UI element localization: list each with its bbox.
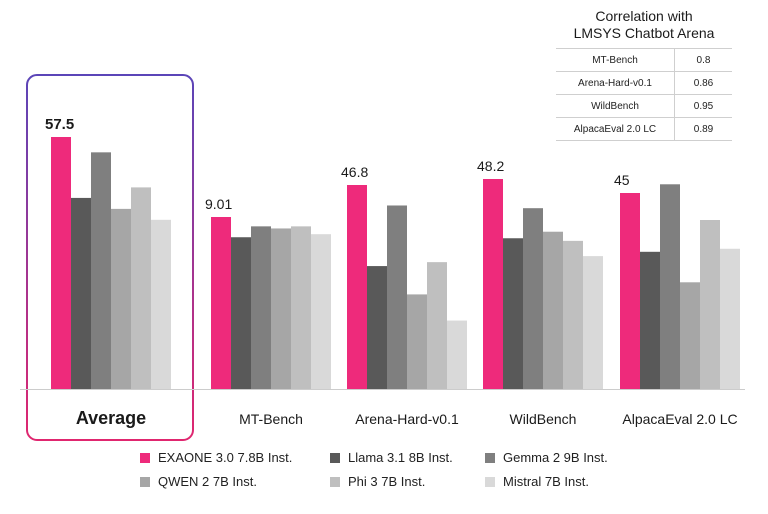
correlation-title-line2: LMSYS Chatbot Arena — [573, 25, 715, 41]
bar-1-3 — [91, 152, 111, 389]
correlation-value: 0.8 — [674, 48, 732, 72]
legend-label: QWEN 2 7B Inst. — [158, 474, 257, 489]
legend-label: Mistral 7B Inst. — [503, 474, 589, 489]
bar-4-4 — [543, 231, 563, 389]
legend-swatch — [485, 452, 495, 463]
x-tick-label: Arena-Hard-v0.1 — [355, 411, 459, 427]
bar-5-4 — [680, 282, 700, 389]
legend-item: Phi 3 7B Inst. — [330, 474, 425, 489]
bar-3-6 — [447, 320, 467, 389]
bar-2-3 — [251, 226, 271, 389]
bar-1-4 — [111, 208, 131, 389]
legend-swatch — [485, 476, 495, 487]
legend-label: Phi 3 7B Inst. — [348, 474, 426, 489]
correlation-value: 0.86 — [674, 71, 732, 95]
legend-swatch — [140, 476, 150, 487]
bar-1-5 — [131, 187, 151, 389]
correlation-title-line1: Correlation with — [595, 8, 693, 24]
bar-5-2 — [640, 251, 660, 389]
legend-swatch — [140, 452, 150, 463]
correlation-metric: AlpacaEval 2.0 LC — [556, 117, 675, 141]
bar-3-4 — [407, 294, 427, 389]
data-label: 48.2 — [477, 158, 504, 174]
legend-swatch — [330, 476, 340, 487]
x-tick-label: AlpacaEval 2.0 LC — [622, 411, 737, 427]
bar-3-1 — [347, 185, 367, 389]
bar-5-1 — [620, 193, 640, 389]
bar-1-1 — [51, 137, 71, 389]
bar-3-3 — [387, 205, 407, 389]
legend-item: EXAONE 3.0 7.8B Inst. — [140, 450, 292, 465]
correlation-metric: WildBench — [556, 94, 675, 118]
correlation-title: Correlation with LMSYS Chatbot Arena — [556, 8, 732, 42]
correlation-metric: Arena-Hard-v0.1 — [556, 71, 675, 95]
legend-item: QWEN 2 7B Inst. — [140, 474, 257, 489]
x-tick-label: MT-Bench — [239, 411, 303, 427]
correlation-row: MT-Bench 0.8 — [556, 48, 732, 72]
bar-5-3 — [660, 184, 680, 389]
legend-item: Llama 3.1 8B Inst. — [330, 450, 453, 465]
correlation-value: 0.95 — [674, 94, 732, 118]
bar-2-1 — [211, 217, 231, 389]
bar-4-5 — [563, 240, 583, 389]
bar-2-2 — [231, 237, 251, 389]
correlation-row: Arena-Hard-v0.1 0.86 — [556, 71, 732, 95]
bar-1-6 — [151, 219, 171, 389]
bar-3-2 — [367, 266, 387, 389]
correlation-metric: MT-Bench — [556, 48, 675, 72]
bar-3-5 — [427, 262, 447, 389]
bar-4-1 — [483, 179, 503, 389]
data-label: 45 — [614, 172, 630, 188]
average-highlight-box — [26, 74, 194, 441]
legend-label: Gemma 2 9B Inst. — [503, 450, 608, 465]
x-tick-label: WildBench — [510, 411, 577, 427]
x-tick-label: Average — [76, 408, 146, 428]
legend-label: Llama 3.1 8B Inst. — [348, 450, 453, 465]
data-label: 57.5 — [45, 116, 74, 133]
bar-2-5 — [291, 226, 311, 389]
bar-2-6 — [311, 234, 331, 389]
bar-1-2 — [71, 197, 91, 389]
bar-4-6 — [583, 256, 603, 389]
correlation-row: WildBench 0.95 — [556, 94, 732, 118]
bar-5-6 — [720, 248, 740, 389]
correlation-row: AlpacaEval 2.0 LC 0.89 — [556, 117, 732, 141]
data-label: 46.8 — [341, 164, 368, 180]
correlation-value: 0.89 — [674, 117, 732, 141]
bar-5-5 — [700, 220, 720, 389]
legend-label: EXAONE 3.0 7.8B Inst. — [158, 450, 293, 465]
bar-4-3 — [523, 208, 543, 389]
legend-swatch — [330, 452, 340, 463]
data-label: 9.01 — [205, 196, 232, 212]
legend-item: Mistral 7B Inst. — [485, 474, 589, 489]
bar-2-4 — [271, 228, 291, 389]
bar-4-2 — [503, 238, 523, 389]
legend-item: Gemma 2 9B Inst. — [485, 450, 608, 465]
correlation-table: MT-Bench 0.8 Arena-Hard-v0.1 0.86 WildBe… — [556, 48, 732, 141]
